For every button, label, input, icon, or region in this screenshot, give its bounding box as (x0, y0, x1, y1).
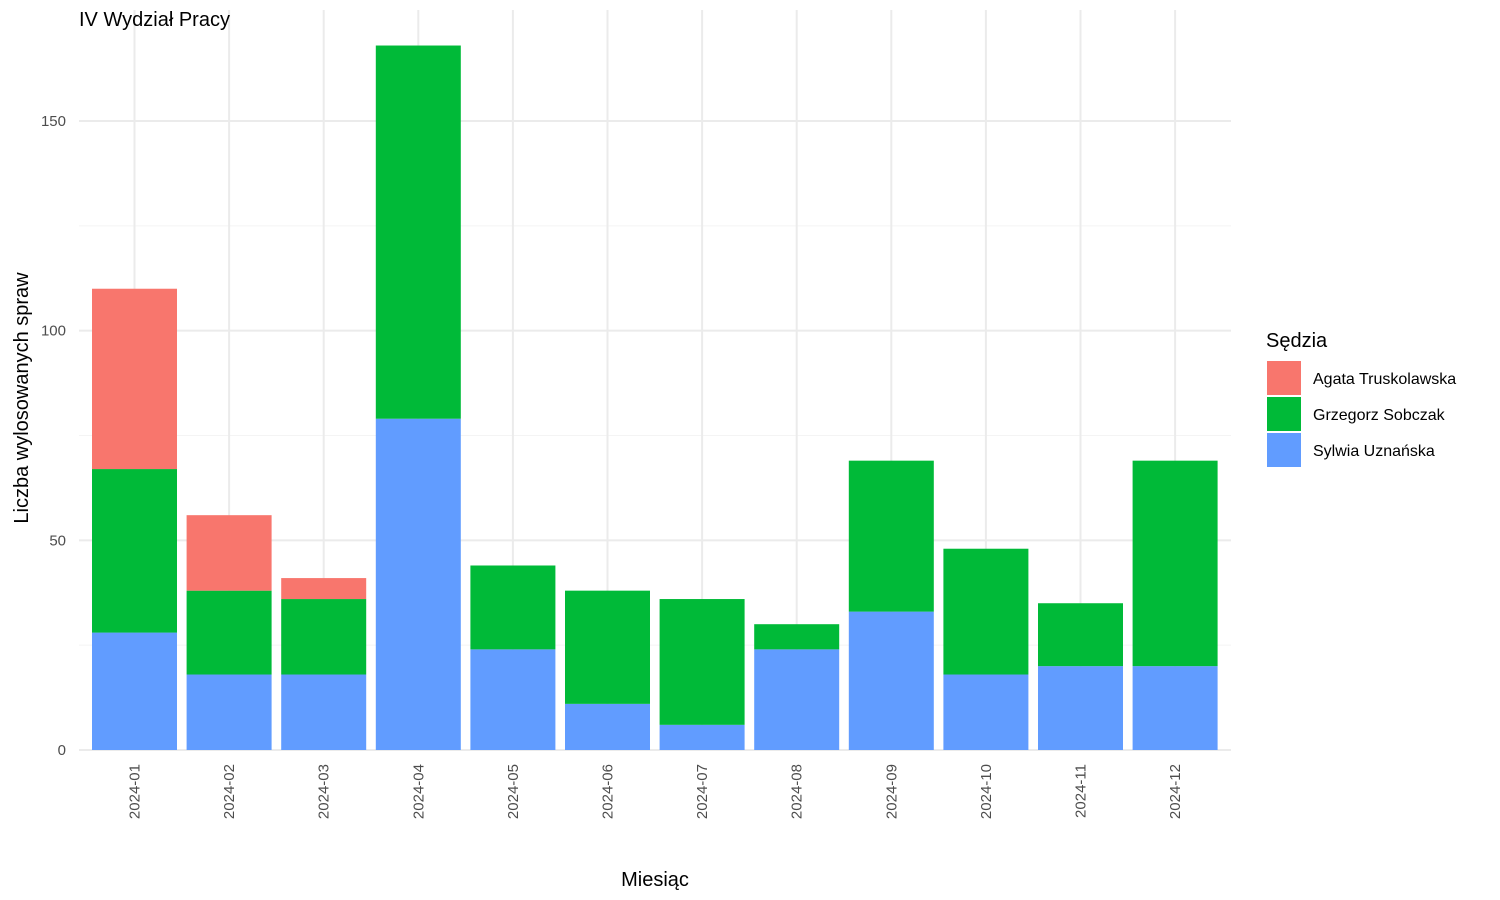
bar-segment (186, 590, 272, 675)
x-axis-title: Miesiąc (621, 869, 689, 891)
x-tick-label: 2024-06 (600, 764, 617, 819)
bar-segment (186, 515, 272, 591)
bar-segment (1038, 666, 1123, 750)
y-tick-label: 100 (41, 323, 66, 340)
x-tick-label: 2024-03 (316, 764, 333, 819)
bar-segment (92, 632, 177, 750)
legend-swatch (1267, 397, 1301, 431)
bar-segment (470, 565, 556, 650)
bar-segment (659, 724, 745, 750)
bar-segment (281, 578, 367, 600)
bar-segment (1132, 666, 1218, 750)
bar-segment (186, 674, 272, 750)
legend: Sędzia Agata Truskolawska Grzegorz Sobcza… (1266, 330, 1456, 467)
y-tick-label: 150 (41, 113, 66, 130)
chart-title: IV Wydział Pracy (79, 9, 230, 31)
bar-segment (943, 548, 1029, 675)
y-axis-title: Liczba wylosowanych spraw (11, 272, 33, 524)
legend-label: Grzegorz Sobczak (1313, 407, 1446, 424)
legend-swatch (1267, 361, 1301, 395)
bar-segment (92, 288, 177, 470)
bar-segment (754, 649, 840, 750)
bar-segment (943, 674, 1029, 750)
legend-label: Agata Truskolawska (1313, 371, 1456, 388)
bar-segment (281, 599, 367, 675)
bar-segment (470, 649, 556, 750)
y-tick-label: 0 (58, 742, 66, 759)
x-tick-label: 2024-01 (127, 764, 144, 819)
x-tick-label: 2024-11 (1073, 764, 1090, 818)
bar-segment (281, 674, 367, 750)
x-axis-ticks: 2024-01 2024-02 2024-03 2024-04 2024-05 2024-… (127, 764, 1185, 819)
x-tick-label: 2024-08 (789, 764, 806, 819)
x-tick-label: 2024-02 (221, 764, 238, 819)
y-tick-label: 50 (49, 532, 66, 549)
x-tick-label: 2024-05 (505, 764, 522, 819)
bar-segment (565, 703, 650, 750)
bar-segment (375, 418, 461, 750)
legend-swatch (1267, 433, 1301, 467)
x-tick-label: 2024-10 (978, 764, 995, 819)
bar-segment (848, 611, 934, 750)
bars (92, 45, 1218, 750)
bar-segment (659, 599, 745, 725)
x-tick-label: 2024-07 (694, 764, 711, 819)
bar-segment (92, 469, 177, 633)
y-axis-ticks: 0 50 100 150 (41, 113, 66, 759)
bar-segment (1132, 460, 1218, 667)
bar-segment (754, 624, 840, 650)
x-tick-label: 2024-04 (410, 764, 427, 819)
bar-segment (375, 45, 461, 419)
bar-segment (848, 460, 934, 612)
legend-title: Sędzia (1266, 330, 1328, 352)
bar-segment (1038, 603, 1123, 667)
legend-items: Agata Truskolawska Grzegorz Sobczak Sylwia… (1267, 361, 1456, 467)
legend-label: Sylwia Uznańska (1313, 443, 1435, 460)
x-tick-label: 2024-12 (1167, 764, 1184, 819)
x-tick-label: 2024-09 (883, 764, 900, 819)
bar-segment (565, 590, 650, 704)
